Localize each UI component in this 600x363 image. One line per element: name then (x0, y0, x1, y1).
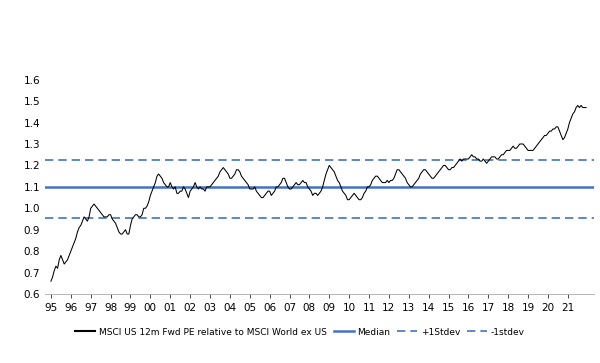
Text: MSCI US 12m Fwd. P/E relative: MSCI US 12m Fwd. P/E relative (8, 24, 296, 42)
Legend: MSCI US 12m Fwd PE relative to MSCI World ex US, Median, +1Stdev, -1stdev: MSCI US 12m Fwd PE relative to MSCI Worl… (71, 324, 529, 340)
